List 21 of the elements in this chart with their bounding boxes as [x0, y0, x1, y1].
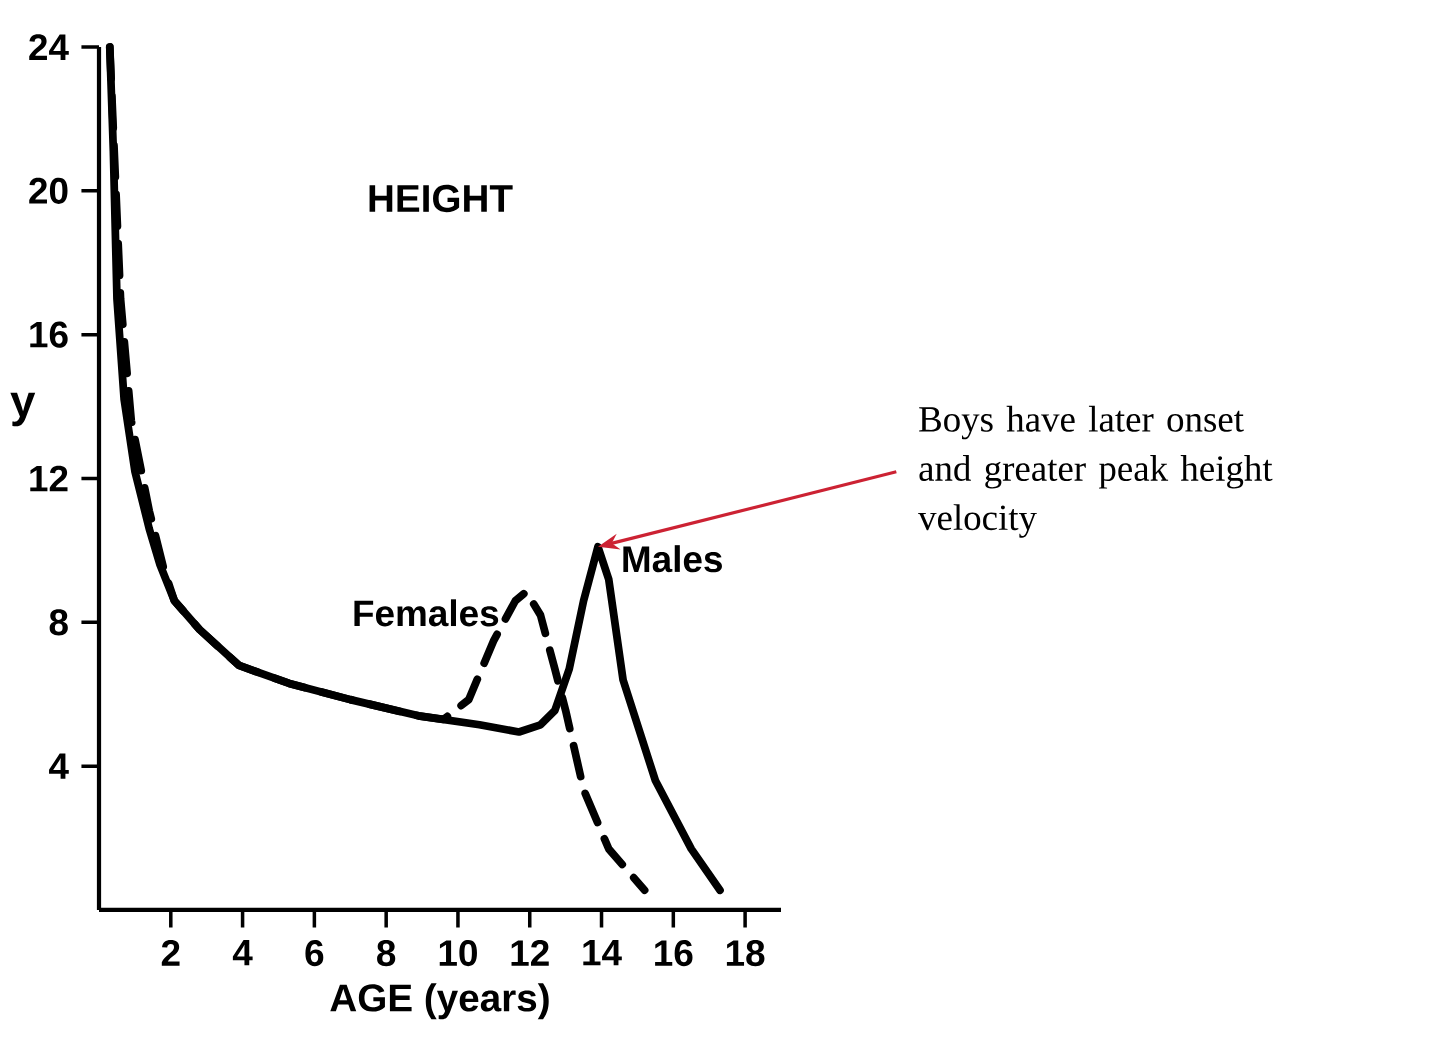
x-tick-label: 12: [511, 940, 549, 966]
y-tick-label: 12: [30, 465, 68, 492]
series-label: Males: [623, 545, 722, 573]
x-tick-label: 18: [726, 940, 765, 967]
text: Boys have later onset and greater peak height velocity: [918, 405, 1273, 538]
y-tick-label: 20: [29, 177, 68, 204]
x-tick-label: 16: [655, 940, 693, 967]
y-tick-label: 24: [29, 34, 69, 60]
x-tick-label: 10: [439, 940, 477, 967]
x-tick-label: 14: [583, 940, 622, 966]
text: HEIGHT: [369, 184, 513, 213]
y-axis-title: y: [10, 392, 36, 427]
y-tick-label: 8: [49, 609, 68, 636]
y-tick-label: 16: [30, 321, 68, 348]
x-tick-label: 2: [161, 940, 180, 966]
y-tick-label: 4: [49, 753, 69, 779]
x-tick-label: 4: [232, 940, 253, 966]
x-tick-label: 6: [305, 940, 324, 967]
x-axis-title: AGE (years): [330, 983, 549, 1020]
series-label: Females: [354, 599, 499, 627]
x-tick-label: 8: [377, 940, 396, 967]
